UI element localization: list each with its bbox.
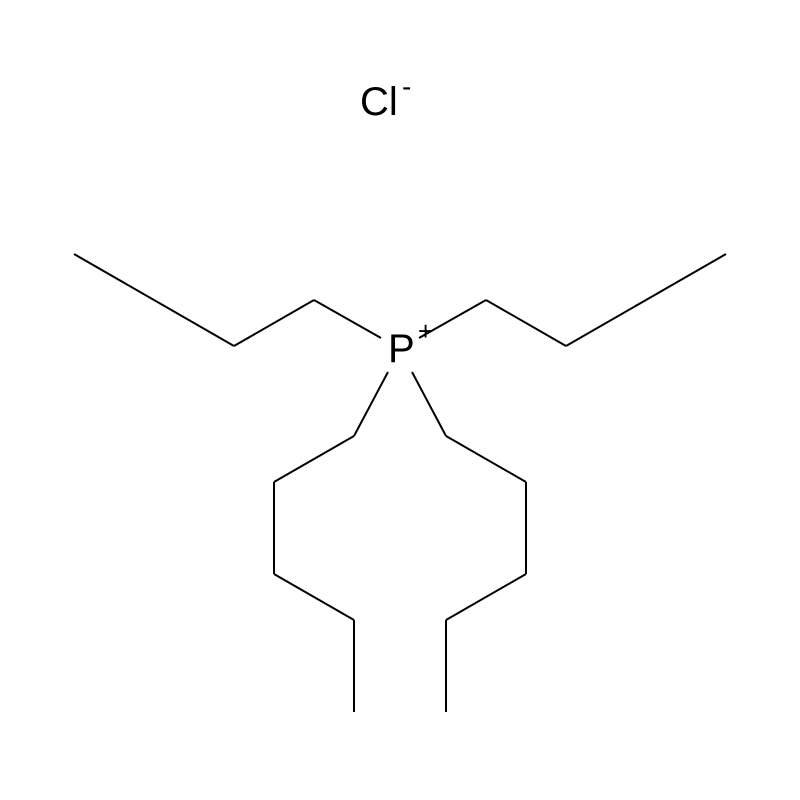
anion-label: Cl — [360, 80, 398, 124]
anion-charge: - — [402, 71, 411, 102]
center-atom-label: P — [388, 327, 415, 371]
center-atom-charge: + — [418, 316, 433, 346]
background — [0, 0, 800, 800]
